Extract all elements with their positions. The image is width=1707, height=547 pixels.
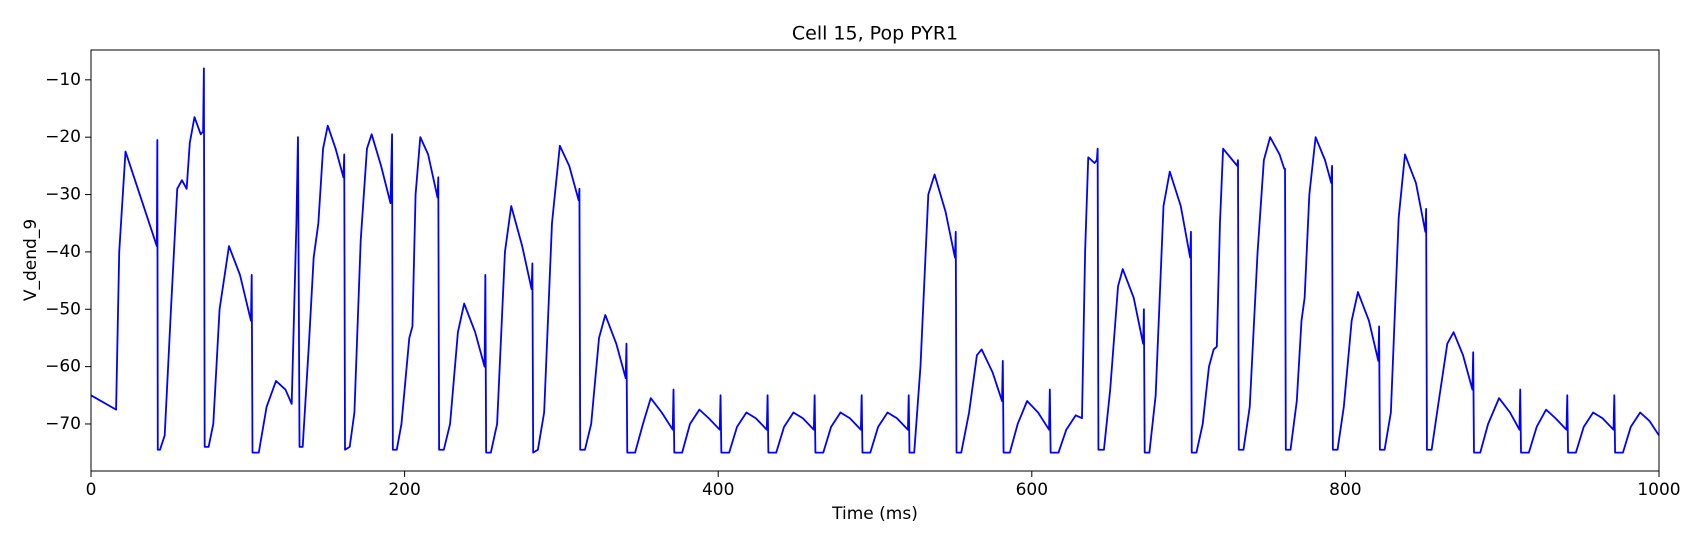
y-tick-label: −30 bbox=[45, 185, 81, 205]
chart-title: Cell 15, Pop PYR1 bbox=[792, 23, 958, 45]
y-tick-label: −10 bbox=[45, 70, 81, 90]
x-tick-label: 400 bbox=[702, 480, 734, 500]
y-tick-label: −20 bbox=[45, 127, 81, 147]
y-tick-label: −50 bbox=[45, 299, 81, 319]
y-tick-label: −40 bbox=[45, 242, 81, 262]
x-tick-label: 0 bbox=[86, 480, 97, 500]
x-tick-label: 200 bbox=[388, 480, 420, 500]
x-tick-label: 800 bbox=[1329, 480, 1361, 500]
plot-frame bbox=[90, 49, 1660, 472]
voltage-line bbox=[90, 67, 1660, 454]
y-axis-label: V_dend_9 bbox=[21, 219, 41, 301]
x-tick-label: 1000 bbox=[1637, 480, 1680, 500]
y-tick-label: −60 bbox=[45, 357, 81, 377]
x-axis-label: Time (ms) bbox=[831, 504, 918, 524]
y-tick-label: −70 bbox=[45, 414, 81, 434]
x-tick-label: 600 bbox=[1016, 480, 1048, 500]
